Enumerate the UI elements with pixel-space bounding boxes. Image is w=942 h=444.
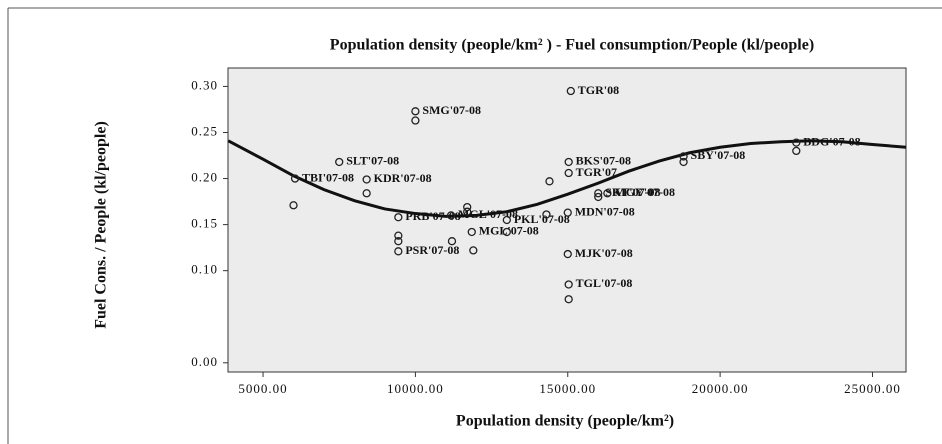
point-label: TGR'08 bbox=[578, 83, 619, 97]
chart-title: Population density (people/km² ) - Fuel … bbox=[330, 37, 814, 54]
point-label: MGL'07-08 bbox=[458, 207, 518, 221]
point bbox=[446, 211, 456, 220]
point-label: SMG'07-08 bbox=[422, 103, 481, 117]
point bbox=[545, 177, 554, 186]
fit-curve bbox=[227, 139, 907, 218]
point-label: SBY'07-08 bbox=[691, 148, 746, 162]
point-label: PSR'07-08 bbox=[405, 243, 459, 257]
point bbox=[447, 237, 457, 246]
point-label: PRB'07-08 bbox=[405, 209, 460, 223]
point bbox=[564, 168, 573, 178]
point bbox=[469, 246, 478, 255]
point bbox=[594, 192, 603, 202]
point bbox=[463, 202, 472, 212]
y-axis-label: Fuel Cons. / People (kl/people) bbox=[93, 121, 110, 329]
point bbox=[566, 86, 575, 96]
point bbox=[362, 189, 371, 198]
point bbox=[290, 174, 300, 183]
point bbox=[394, 231, 403, 240]
point bbox=[411, 116, 420, 125]
point bbox=[335, 157, 344, 167]
point bbox=[394, 213, 403, 222]
point bbox=[564, 295, 573, 304]
point bbox=[394, 247, 403, 256]
y-tick-label: 0.20 bbox=[191, 170, 218, 185]
point-label: BKS'07-08 bbox=[576, 154, 631, 168]
point bbox=[362, 175, 371, 184]
point bbox=[594, 189, 603, 198]
point bbox=[679, 152, 688, 161]
point bbox=[564, 280, 573, 289]
point-label: SKT'07-08 bbox=[605, 185, 660, 199]
point bbox=[563, 249, 572, 259]
point bbox=[542, 210, 551, 219]
y-tick-label: 0.25 bbox=[191, 123, 218, 138]
point-label: PKL'07-08 bbox=[514, 212, 570, 226]
x-tick-label: 20000.00 bbox=[692, 381, 749, 396]
x-axis-label: Population density (people/km²) bbox=[456, 413, 674, 430]
point-label: SLT'07-08 bbox=[346, 154, 399, 168]
y-tick-label: 0.10 bbox=[191, 262, 218, 277]
point bbox=[564, 157, 573, 167]
point bbox=[679, 157, 688, 167]
point bbox=[502, 215, 511, 225]
point-label: BDG'07-08 bbox=[803, 134, 860, 148]
point bbox=[563, 208, 572, 217]
point bbox=[411, 107, 420, 116]
point-label: TBI'07-08 bbox=[302, 170, 354, 184]
point bbox=[394, 237, 403, 246]
point bbox=[792, 146, 801, 156]
point bbox=[467, 227, 476, 237]
point bbox=[502, 227, 511, 237]
point-label: KDR'07-08 bbox=[374, 171, 432, 185]
x-tick-label: 5000.00 bbox=[238, 381, 287, 396]
point-label: TGL'07-08 bbox=[576, 276, 633, 290]
point bbox=[603, 189, 612, 198]
point-label: MGL'07-08 bbox=[479, 224, 539, 238]
point-label: TGR'07 bbox=[576, 165, 617, 179]
point bbox=[792, 138, 801, 147]
point-label: MJK'07-08 bbox=[575, 246, 633, 260]
point bbox=[289, 201, 298, 210]
y-tick-label: 0.00 bbox=[191, 354, 218, 369]
plot-area bbox=[227, 67, 907, 373]
x-tick-label: 25000.00 bbox=[844, 381, 901, 396]
y-tick-label: 0.15 bbox=[191, 216, 218, 231]
point bbox=[463, 207, 472, 216]
x-tick-label: 15000.00 bbox=[539, 381, 596, 396]
y-tick-label: 0.30 bbox=[191, 77, 218, 92]
x-tick-label: 10000.00 bbox=[387, 381, 444, 396]
point-label: MGY'07-08 bbox=[614, 185, 675, 199]
point-label: MDN'07-08 bbox=[575, 204, 635, 218]
